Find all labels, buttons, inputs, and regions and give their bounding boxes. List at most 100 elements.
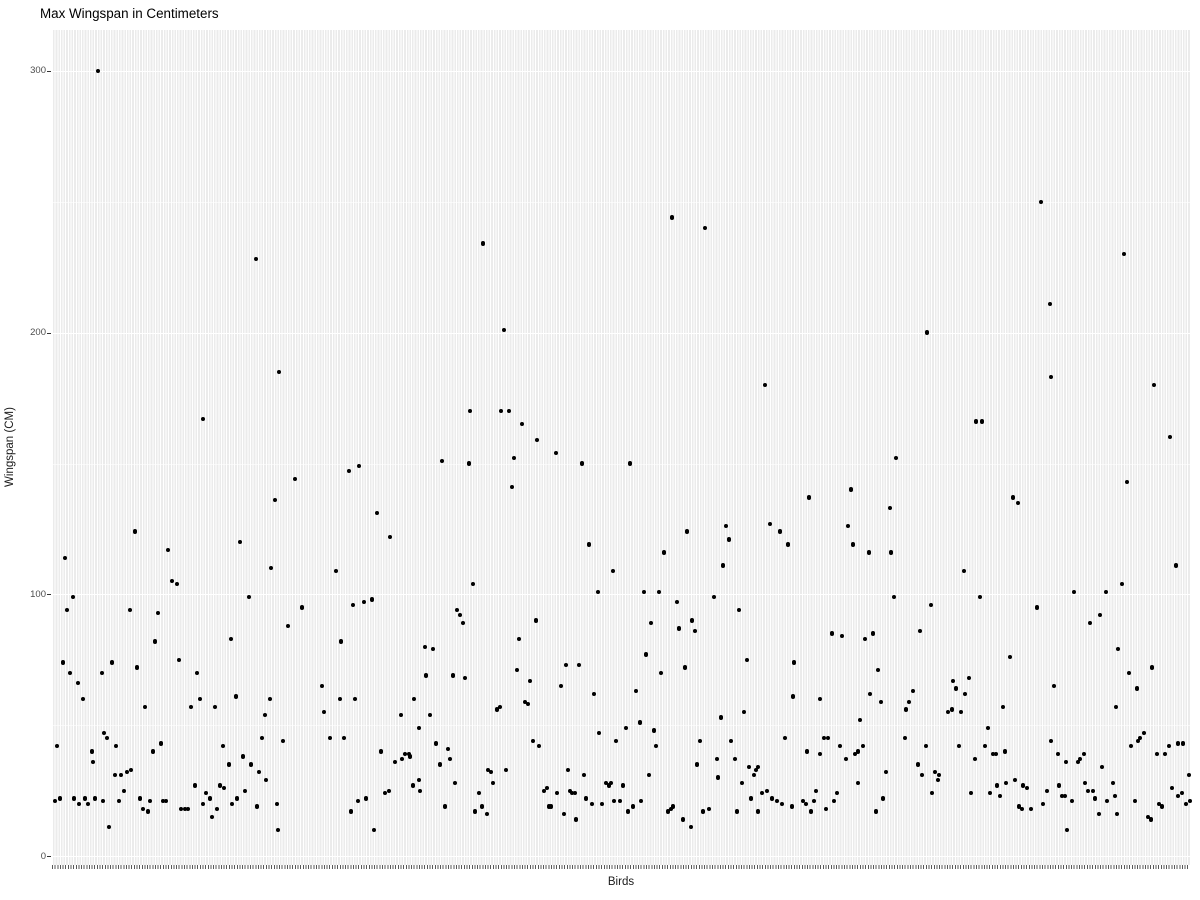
data-point [656,589,662,594]
data-point [1113,704,1119,710]
data-point [821,736,827,741]
data-point [514,668,520,673]
data-point [374,511,380,516]
data-point [209,814,215,819]
data-point [1099,764,1105,770]
data-point [442,804,448,809]
data-point [1020,783,1026,788]
data-point [467,408,473,414]
data-point [850,542,856,547]
data-point [411,696,417,702]
data-point [973,419,979,424]
data-point [341,736,347,741]
data-point [399,757,405,762]
data-point [52,798,58,804]
data-point [338,639,344,644]
data-point [285,623,291,628]
data-point [1126,670,1132,676]
data-point [142,704,148,710]
data-point [1090,788,1096,793]
data-point [736,607,742,613]
data-point [700,809,706,814]
data-point [220,744,226,749]
data-point [1002,749,1008,754]
data-point [968,791,974,796]
data-point [651,728,657,733]
data-point [109,660,115,665]
data-point [985,725,991,730]
data-point [89,749,95,754]
data-point [99,670,105,676]
data-point [75,681,81,686]
data-point [163,798,169,804]
data-point [470,581,476,587]
data-point [767,521,773,526]
data-point [447,757,453,762]
data-point [248,762,254,767]
data-point [883,770,889,775]
data-point [70,594,76,600]
data-point [253,257,259,262]
data-point [1141,730,1147,736]
data-point [692,628,698,634]
data-point [1148,817,1154,822]
data-point [207,796,213,801]
y-tick-label: 300 [30,65,46,77]
data-point [732,757,738,762]
data-point [949,707,955,712]
data-point [977,594,983,600]
data-point [958,709,964,715]
y-tick-mark [47,594,51,596]
data-point [217,783,223,788]
data-point [299,605,305,610]
data-point [484,812,490,817]
data-point [785,542,791,547]
data-point [873,809,879,814]
data-point [460,620,466,626]
data-point [680,817,686,822]
data-point [744,657,750,662]
data-point [534,437,540,443]
data-point [62,555,68,560]
data-point [522,699,528,704]
data-point [536,744,542,749]
data-point [1040,801,1046,806]
y-gridline-major [52,70,1190,72]
data-point [945,709,951,715]
data-point [966,675,972,681]
data-point [684,529,690,534]
data-point [715,775,721,780]
data-point [1124,479,1130,484]
data-point [706,806,712,812]
data-point [1103,589,1109,594]
data-point [1015,500,1021,505]
data-point [263,778,269,783]
data-point [152,639,158,644]
data-point [676,626,682,631]
data-point [337,696,343,702]
data-point [1055,751,1061,757]
data-point [993,751,999,757]
data-point [503,767,509,772]
data-point [292,477,298,482]
data-point [430,647,436,652]
data-point [633,689,639,694]
data-point [817,696,823,702]
data-point [1154,751,1160,757]
data-point [956,744,962,749]
data-point [457,613,463,618]
data-point [1119,581,1125,587]
data-point [646,772,652,778]
data-point [1121,251,1127,257]
data-point [623,725,629,730]
data-point [417,788,423,793]
data-point [1010,495,1016,500]
data-point [386,788,392,793]
data-point [127,607,133,613]
data-point [823,806,829,812]
data-point [158,741,164,746]
data-point [476,791,482,796]
data-point [533,618,539,623]
data-point [254,804,260,809]
data-point [212,704,218,710]
